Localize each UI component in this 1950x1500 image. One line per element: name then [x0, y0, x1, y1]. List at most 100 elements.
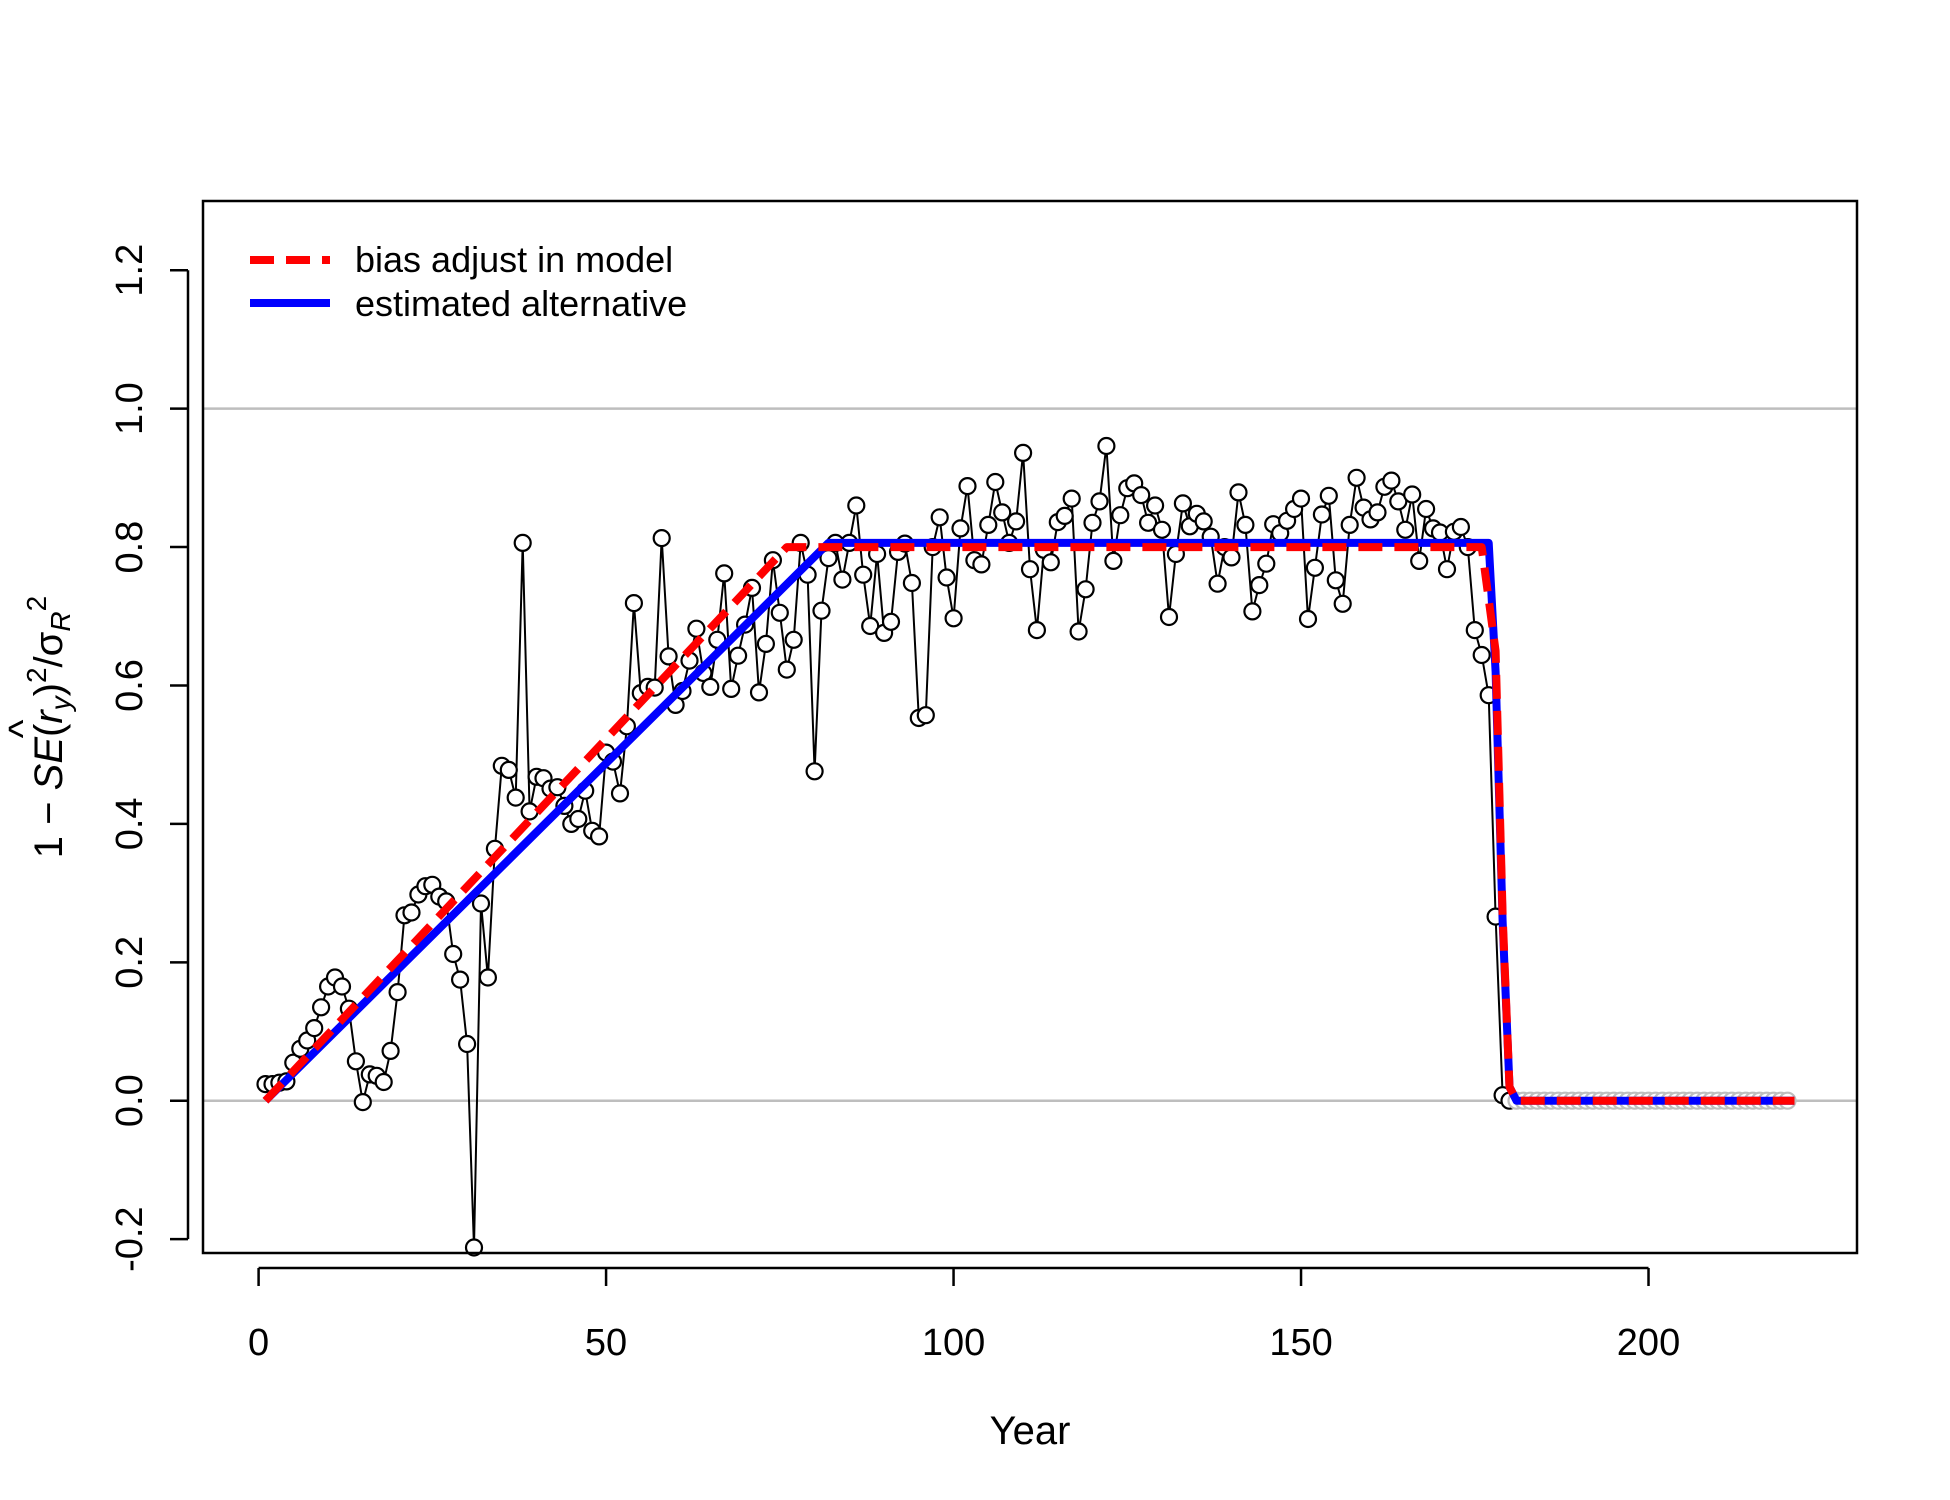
data-point	[1305, 558, 1325, 577]
data-point	[1055, 506, 1074, 526]
data-point	[1090, 492, 1109, 511]
data-point	[652, 528, 671, 548]
data-point	[346, 1052, 365, 1071]
data-point	[1069, 622, 1088, 641]
data-point	[1396, 520, 1415, 539]
y-tick-label-group: 0.4	[109, 797, 151, 850]
data-point	[916, 706, 935, 725]
y-tick-label-group: 0.6	[109, 659, 151, 712]
y-label-paren-close: )	[27, 683, 71, 696]
y-tick-label: 1.2	[109, 244, 151, 297]
data-point	[402, 903, 421, 922]
data-point	[1222, 548, 1241, 567]
y-label-sub-y: y	[45, 694, 76, 712]
y-label-se: SE	[27, 736, 71, 791]
data-point	[513, 533, 532, 553]
data-point	[312, 998, 331, 1017]
data-point	[624, 593, 644, 613]
data-point	[353, 1092, 372, 1112]
data-point	[958, 477, 977, 496]
data-point	[451, 970, 470, 989]
data-point	[972, 555, 991, 574]
y-label-sigma: σ	[27, 631, 71, 656]
data-point	[610, 784, 630, 803]
data-point	[937, 568, 956, 587]
data-point	[1159, 607, 1179, 627]
data-point	[1257, 554, 1276, 573]
data-point	[332, 977, 352, 996]
data-point	[770, 603, 789, 622]
y-axis-label: 1 − SE(ry)2/σR2 ^	[1, 596, 76, 858]
x-axis-label: Year	[990, 1409, 1071, 1453]
data-point	[687, 619, 706, 638]
x-tick-label: 200	[1617, 1322, 1680, 1364]
data-point	[1062, 489, 1081, 508]
data-point	[1027, 620, 1047, 640]
data-point	[951, 519, 970, 538]
y-tick-label-group: -0.2	[109, 1206, 151, 1271]
data-point	[715, 564, 734, 583]
data-point	[1333, 594, 1352, 613]
data-point	[722, 679, 741, 699]
data-point	[749, 683, 769, 702]
x-axis: 0 50 100 150 200	[248, 1266, 1680, 1364]
data-point	[881, 612, 901, 631]
data-point	[1382, 471, 1401, 490]
data-point	[1208, 574, 1227, 593]
data-point	[784, 630, 803, 649]
y-tick-label-group: 0.8	[109, 521, 151, 574]
data-point	[1013, 443, 1033, 462]
data-point	[1152, 520, 1172, 539]
x-tick-label: 150	[1269, 1322, 1332, 1364]
legend-label-estimated: estimated alternative	[355, 283, 687, 324]
data-point	[812, 601, 831, 620]
data-point	[1020, 560, 1040, 579]
legend-label-bias-adjust: bias adjust in model	[355, 239, 673, 280]
data-point	[1229, 483, 1248, 502]
plot-frame	[201, 199, 1859, 1255]
data-point	[381, 1041, 400, 1061]
svg-text:1 − SE(ry)2/σR2: 1 − SE(ry)2/σR2	[21, 596, 76, 858]
data-point	[1111, 506, 1130, 525]
data-point	[1340, 515, 1359, 535]
y-axis: -0.2 0.0 0.2 0.4 0.6 0.8 1.0 1.2	[109, 244, 190, 1272]
series-line-bias-adjust	[262, 543, 1795, 1105]
data-point	[1138, 513, 1158, 532]
data-point	[1132, 486, 1151, 505]
y-label-hat: ^	[1, 719, 45, 738]
data-point	[1451, 517, 1471, 537]
x-tick-label: 100	[922, 1322, 985, 1364]
data-point	[589, 827, 609, 846]
data-point	[930, 508, 949, 527]
y-tick-label: 0.0	[109, 1074, 151, 1127]
data-point	[1291, 489, 1311, 508]
data-point	[1368, 503, 1387, 522]
data-point	[902, 573, 922, 593]
data-point	[805, 762, 824, 781]
data-point	[777, 660, 796, 679]
data-point	[478, 968, 497, 987]
y-tick-label-group: 0.2	[109, 936, 151, 989]
data-point	[471, 894, 491, 913]
y-label-r: r	[27, 709, 71, 724]
data-point	[1083, 513, 1102, 532]
data-point	[986, 472, 1005, 492]
y-label-sq2: 2	[21, 596, 52, 612]
data-point	[854, 565, 873, 584]
data-point	[1194, 512, 1213, 531]
y-label-slash: /	[27, 655, 71, 667]
data-point	[499, 760, 518, 780]
data-point	[993, 503, 1012, 522]
data-point	[1250, 575, 1269, 595]
data-point	[1347, 468, 1366, 487]
data-point	[1472, 645, 1491, 665]
data-point	[374, 1072, 393, 1092]
y-label-sq: 2	[21, 667, 52, 683]
data-point	[1326, 571, 1345, 590]
y-tick-label-group: 1.2	[109, 244, 151, 297]
data-point	[1041, 553, 1060, 572]
data-point	[444, 944, 463, 964]
data-point	[305, 1018, 324, 1038]
data-point	[1243, 602, 1262, 621]
